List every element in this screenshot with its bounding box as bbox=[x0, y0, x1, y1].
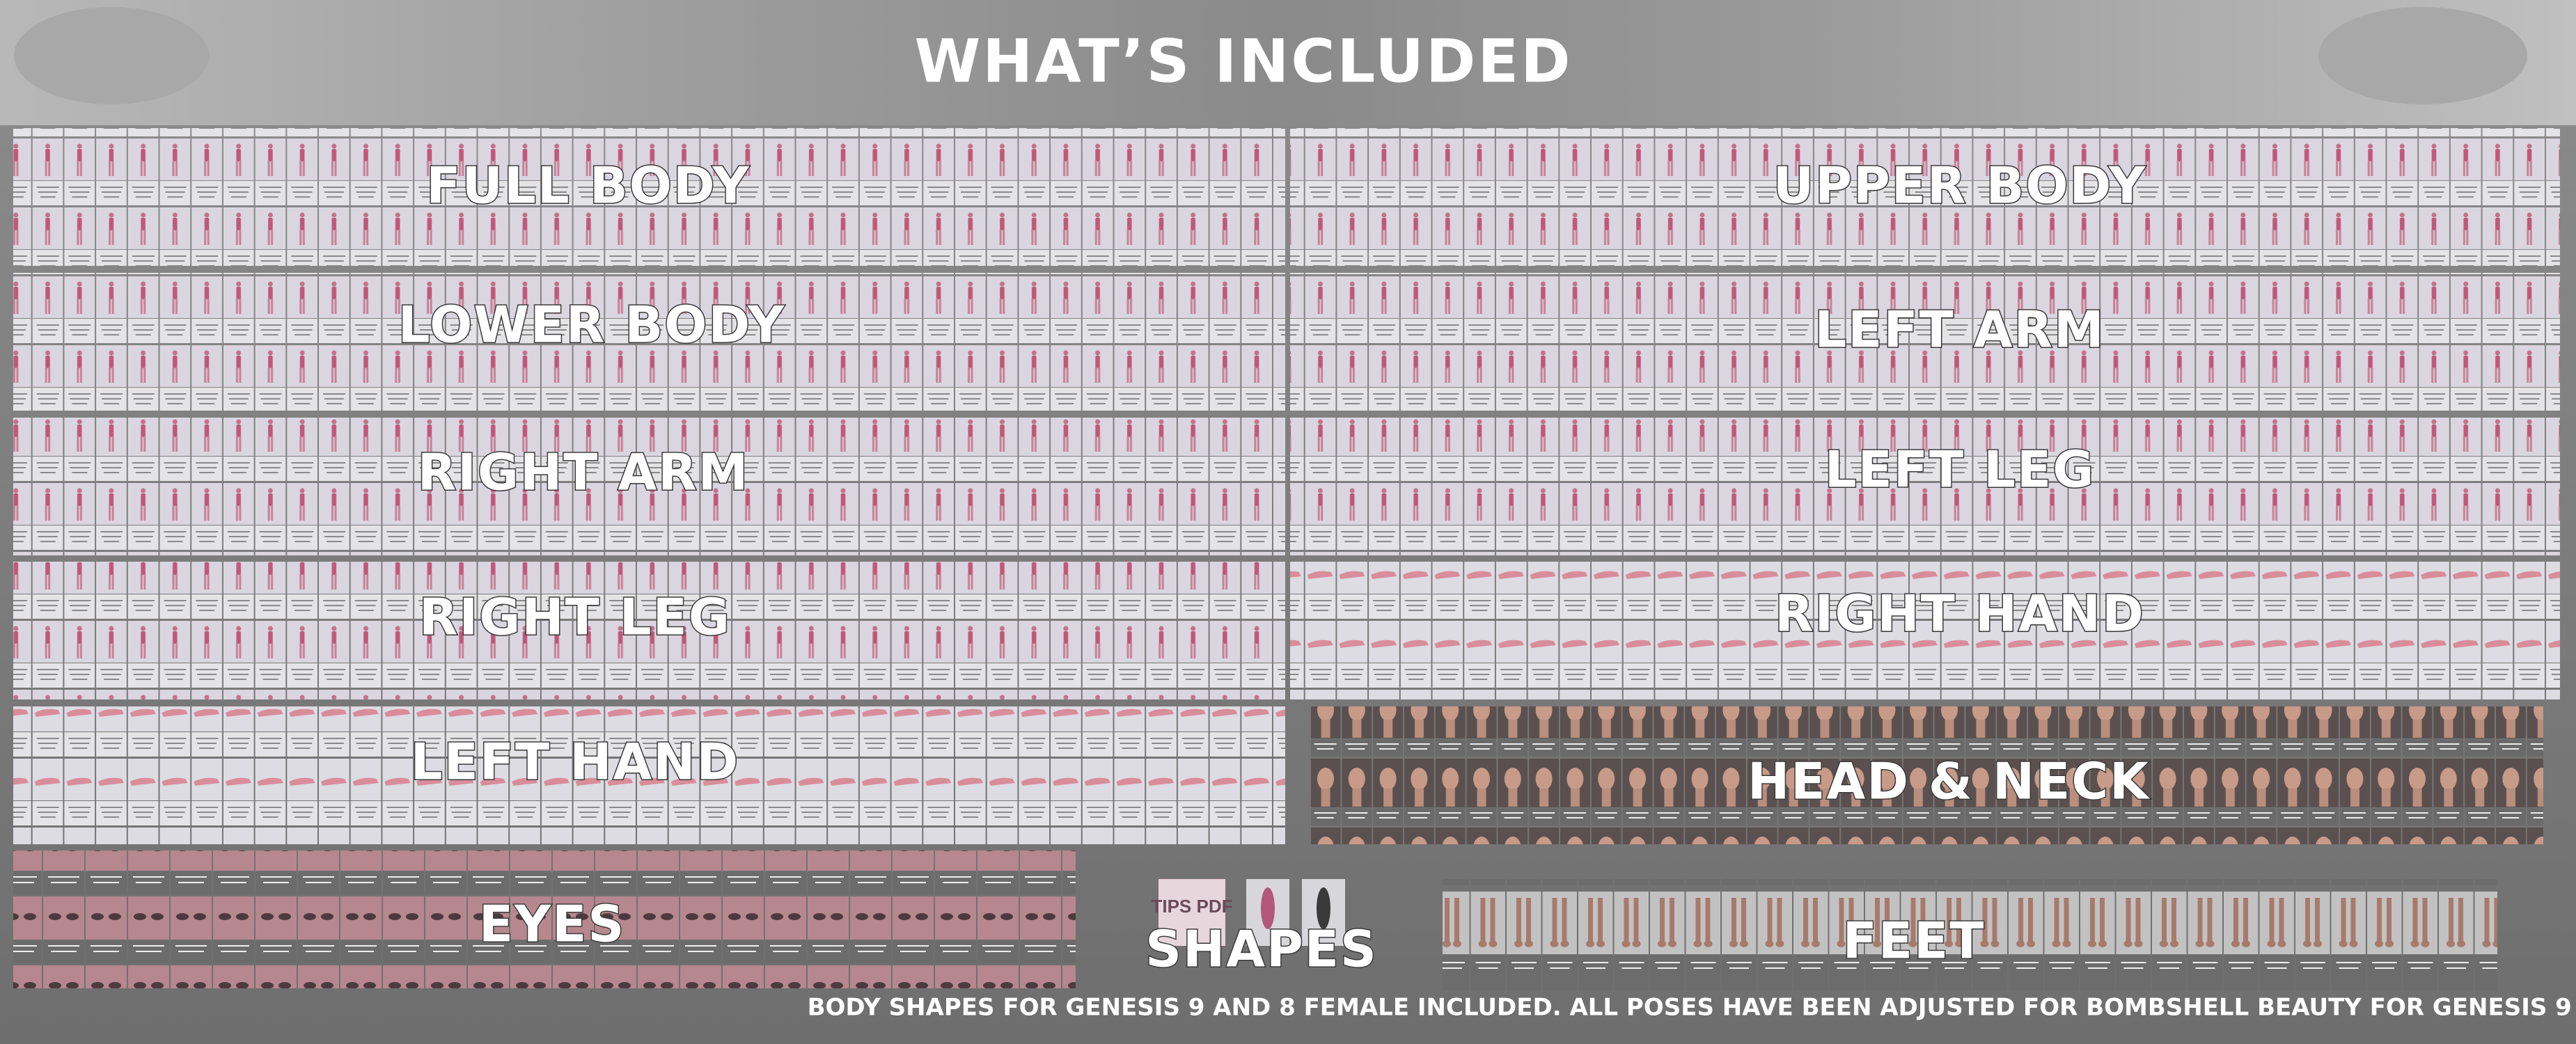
section-label: RIGHT HAND bbox=[1775, 585, 2145, 643]
section-label: RIGHT ARM bbox=[418, 443, 750, 502]
thumbnail-grid bbox=[13, 273, 1285, 411]
section-label: UPPER BODY bbox=[1773, 157, 2146, 215]
section-label: RIGHT LEG bbox=[419, 588, 731, 647]
section-label: LEFT LEG bbox=[1825, 441, 2096, 499]
shape-figure bbox=[1317, 887, 1330, 929]
banner bbox=[0, 0, 2576, 125]
banner-figure bbox=[14, 7, 209, 104]
thumbnail-grid bbox=[1311, 706, 2543, 844]
section-label: HEAD & NECK bbox=[1748, 752, 2150, 811]
thumbnail-grid bbox=[13, 562, 1285, 699]
title: WHAT’S INCLUDED bbox=[914, 26, 1572, 96]
thumbnail-grid bbox=[1290, 128, 2560, 266]
banner-figure bbox=[2318, 7, 2527, 104]
thumbnail-grid bbox=[13, 418, 1285, 555]
thumbnail-grid bbox=[13, 128, 1285, 266]
thumbnail-grid bbox=[1290, 562, 2560, 699]
shapes-box: TIPS PDF bbox=[1151, 879, 1345, 946]
section-label: EYES bbox=[479, 895, 625, 954]
thumbnail-grid bbox=[1290, 418, 2560, 555]
thumbnail-grid bbox=[13, 706, 1285, 844]
section-label: LEFT ARM bbox=[1814, 301, 2105, 359]
tips-icon bbox=[1159, 879, 1225, 946]
thumbnail-grid bbox=[1443, 879, 2497, 990]
section-label: LEFT HAND bbox=[411, 733, 739, 791]
thumbnail-grid bbox=[1290, 273, 2560, 411]
section-label: FULL BODY bbox=[426, 157, 750, 215]
thumbnail-panels bbox=[13, 128, 2560, 990]
thumbnail-grid bbox=[13, 851, 1076, 988]
section-label: FEET bbox=[1843, 912, 1986, 970]
footer: BODY SHAPES FOR GENESIS 9 AND 8 FEMALE I… bbox=[808, 994, 2576, 1022]
tips-pdf: TIPS PDF bbox=[1151, 896, 1232, 917]
section-label: SHAPES bbox=[1145, 920, 1378, 979]
shape-figure bbox=[1261, 887, 1275, 929]
section-label: LOWER BODY bbox=[398, 296, 785, 354]
